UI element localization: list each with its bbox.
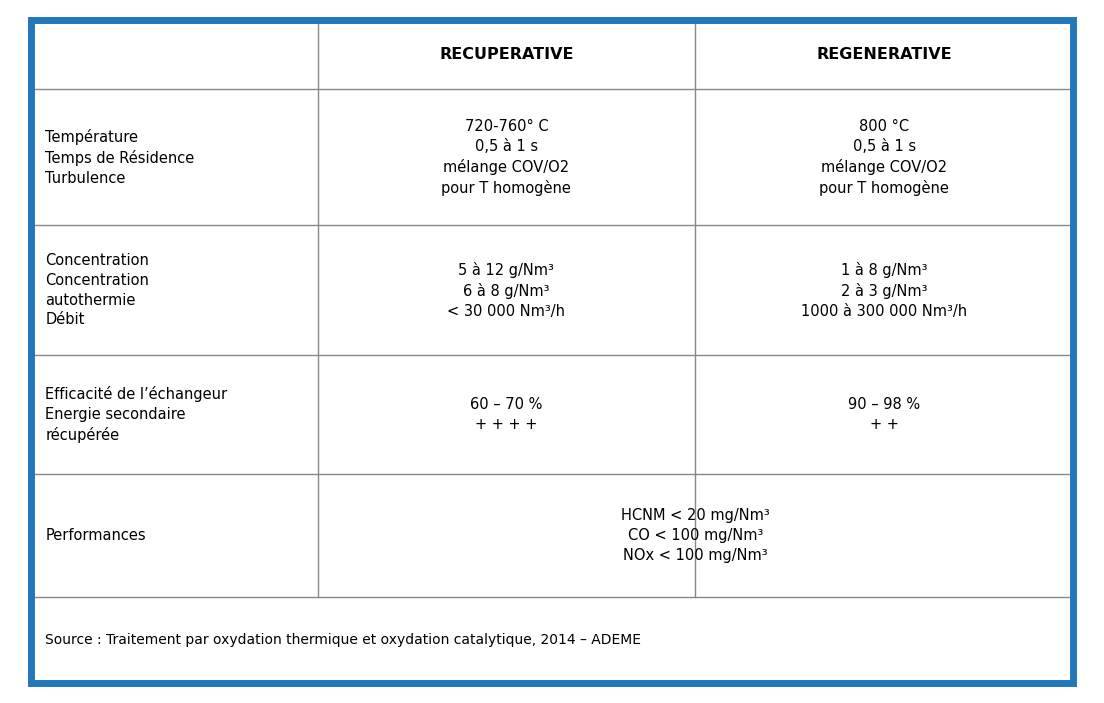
Text: Concentration
Concentration
autothermie
Débit: Concentration Concentration autothermie …	[45, 253, 149, 328]
Text: 1 à 8 g/Nm³
2 à 3 g/Nm³
1000 à 300 000 Nm³/h: 1 à 8 g/Nm³ 2 à 3 g/Nm³ 1000 à 300 000 N…	[802, 262, 967, 318]
Text: Efficacité de l’échangeur
Energie secondaire
récupérée: Efficacité de l’échangeur Energie second…	[45, 386, 227, 443]
Text: 90 – 98 %
+ +: 90 – 98 % + +	[848, 397, 921, 432]
Text: 60 – 70 %
+ + + +: 60 – 70 % + + + +	[470, 397, 542, 432]
Text: Performances: Performances	[45, 528, 146, 543]
Text: Température
Temps de Résidence
Turbulence: Température Temps de Résidence Turbulenc…	[45, 129, 194, 186]
Text: Source : Traitement par oxydation thermique et oxydation catalytique, 2014 – ADE: Source : Traitement par oxydation thermi…	[45, 633, 641, 647]
Text: 720-760° C
0,5 à 1 s
mélange COV/O2
pour T homogène: 720-760° C 0,5 à 1 s mélange COV/O2 pour…	[442, 119, 572, 196]
Text: REGENERATIVE: REGENERATIVE	[816, 47, 952, 62]
Text: HCNM < 20 mg/Nm³
CO < 100 mg/Nm³
NOx < 100 mg/Nm³: HCNM < 20 mg/Nm³ CO < 100 mg/Nm³ NOx < 1…	[620, 508, 769, 563]
Text: 800 °C
0,5 à 1 s
mélange COV/O2
pour T homogène: 800 °C 0,5 à 1 s mélange COV/O2 pour T h…	[819, 119, 949, 196]
Text: 5 à 12 g/Nm³
6 à 8 g/Nm³
< 30 000 Nm³/h: 5 à 12 g/Nm³ 6 à 8 g/Nm³ < 30 000 Nm³/h	[447, 262, 565, 318]
Text: RECUPERATIVE: RECUPERATIVE	[439, 47, 574, 62]
